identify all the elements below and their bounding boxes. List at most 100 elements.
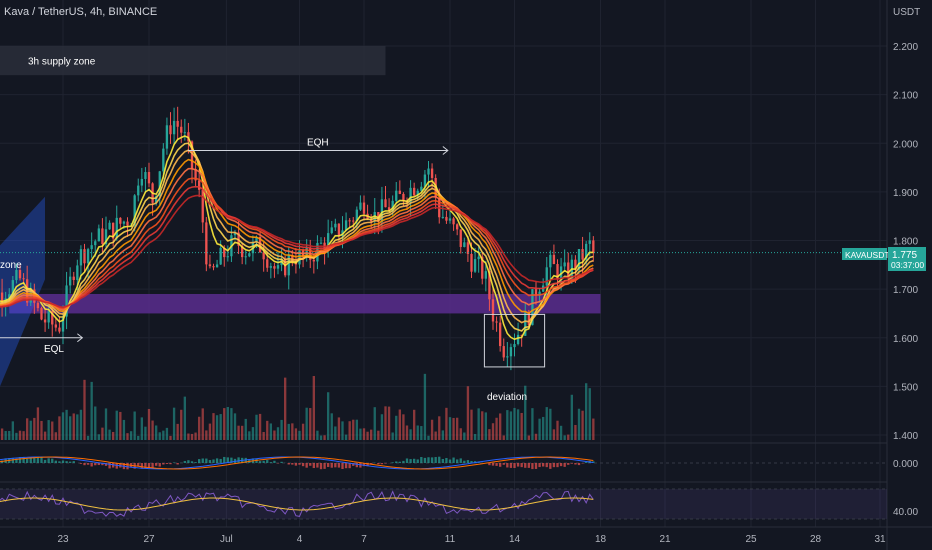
macd-histogram-bar [352,463,355,466]
candle-body [47,311,50,323]
candle-body [563,262,566,267]
candle-body [212,266,215,268]
macd-histogram-bar [47,458,50,463]
candle-body [513,344,516,348]
candle-body [108,222,111,230]
candle-body [362,202,366,214]
volume-bar [445,407,448,440]
candle-body [470,253,473,272]
macd-histogram-bar [280,461,283,463]
candle-body [51,311,54,325]
volume-bar [305,407,308,440]
candle-body [119,217,122,224]
candle-body [330,227,333,234]
volume-bar [122,419,126,440]
macd-histogram-bar [140,463,143,469]
candle-body [144,172,147,179]
volume-bar [585,383,588,440]
macd-histogram-bar [570,463,573,464]
volume-bar [162,430,165,440]
macd-histogram-bar [398,461,401,463]
volume-bar [180,409,183,440]
macd-histogram-bar [395,461,398,463]
macd-histogram-bar [190,461,194,463]
candle-body [137,185,140,196]
x-tick-label: 21 [659,534,671,545]
macd-histogram-bar [556,463,559,468]
candle-body [158,171,161,197]
candle-body [395,190,398,201]
y-tick-label: 1.800 [893,237,918,248]
candle-body [162,148,165,172]
candle-body [226,256,229,258]
candle-body [337,223,341,237]
macd-histogram-bar [362,463,366,467]
volume-bar [488,429,491,440]
macd-histogram-bar [574,463,577,465]
y-tick-label: 2.100 [893,91,918,102]
x-tick-label: 4 [297,534,303,545]
macd-histogram-bar [502,463,505,465]
macd-histogram-bar [355,463,358,468]
macd-histogram-bar [380,463,384,465]
macd-histogram-bar [330,463,333,468]
candle-body [126,221,129,226]
macd-histogram-bar [491,463,495,466]
macd-histogram-bar [33,457,36,463]
ma-ribbon-line [0,142,594,332]
volume-bar [481,411,484,440]
volume-bar [201,408,204,440]
macd-histogram-bar [29,457,32,463]
candle-body [11,280,14,295]
macd-histogram-bar [137,463,140,467]
volume-bar [298,430,301,440]
macd-histogram-bar [545,463,548,468]
candle-body [380,199,384,222]
volume-bar [26,418,29,440]
candle-body [502,346,505,358]
volume-bar [520,412,523,440]
volume-bar [251,427,255,440]
volume-bar [531,408,534,440]
volume-bar [151,420,154,440]
price-badge: KAVAUSDT 1.775 03:37:00 [842,247,926,271]
candle-body [262,252,265,260]
macd-histogram-bar [405,458,409,463]
macd-histogram-bar [144,463,147,468]
volume-bar [502,435,505,440]
volume-bar [58,416,61,440]
volume-bar [477,408,480,440]
macd-histogram-bar [319,463,323,470]
volume-bar [248,431,251,440]
macd-histogram-bar [334,463,337,468]
volume-bar [387,406,391,440]
candle-body [534,289,538,296]
y-tick-label: 2.000 [893,139,918,150]
volume-bar [54,432,57,440]
candle-body [577,249,581,270]
macd-histogram-bar [172,462,176,463]
rsi-pane: 40.00 [0,488,918,520]
candle-body [194,169,197,181]
candle-body [473,259,477,272]
volume-bar [384,406,387,440]
volume-bar [69,416,72,440]
time-axis[interactable]: 23 27 Jul 4 7 11 14 18 21 25 28 31 [57,534,886,545]
macd-histogram-bar [201,458,204,463]
volume-bar [413,409,416,440]
candle-body [452,218,455,225]
volume-bar [370,429,373,440]
macd-histogram-bar [567,463,570,465]
volume-bar [402,414,405,440]
candle-body [391,200,394,212]
macd-histogram-bar [409,459,412,463]
candle-body [140,178,143,186]
candle-body [409,187,412,203]
price-axis[interactable]: 2.200 2.100 2.000 1.900 1.800 1.700 1.600 1.500… [893,42,918,442]
volume-bar [51,421,54,440]
volume-histogram [0,373,595,440]
volume-bar [11,421,14,440]
volume-bar [22,431,25,440]
candle-body [445,216,448,221]
